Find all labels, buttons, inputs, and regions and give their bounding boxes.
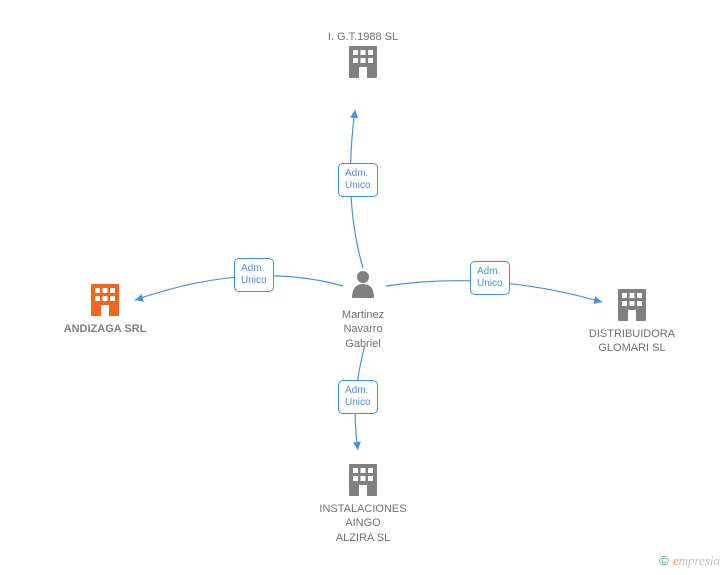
edge-label: Adm.Unico bbox=[338, 380, 378, 414]
edge-label-line: Unico bbox=[477, 278, 503, 290]
edge-label-line: Adm. bbox=[241, 263, 267, 275]
node-label: MartinezNavarroGabriel bbox=[298, 308, 428, 351]
node-label-line: Gabriel bbox=[298, 337, 428, 351]
building-icon bbox=[618, 289, 646, 321]
node[interactable]: ANDIZAGA SRL bbox=[40, 318, 170, 336]
node-label-line: I. G.T.1988 SL bbox=[298, 30, 428, 44]
edge-label-line: Adm. bbox=[345, 385, 371, 397]
node-label-line: GLOMARI SL bbox=[567, 341, 697, 355]
edge-label-line: Adm. bbox=[345, 168, 371, 180]
node-label: INSTALACIONESAINGOALZIRA SL bbox=[298, 502, 428, 545]
edge-label-line: Unico bbox=[345, 397, 371, 409]
edge-arrow bbox=[134, 294, 144, 304]
node-label-line: ANDIZAGA SRL bbox=[40, 322, 170, 336]
edge-arrow bbox=[593, 296, 603, 306]
edge-label: Adm.Unico bbox=[234, 258, 274, 292]
building-icon bbox=[91, 284, 119, 316]
person-icon bbox=[352, 271, 374, 298]
edge-label: Adm.Unico bbox=[338, 163, 378, 197]
node-label-line: AINGO bbox=[298, 516, 428, 530]
node[interactable]: I. G.T.1988 SL bbox=[298, 26, 428, 44]
copyright-symbol: © bbox=[659, 553, 669, 568]
building-icon bbox=[349, 464, 377, 496]
edge-label-line: Adm. bbox=[477, 266, 503, 278]
node[interactable]: INSTALACIONESAINGOALZIRA SL bbox=[298, 498, 428, 545]
node-label-line: Martinez bbox=[298, 308, 428, 322]
edge-label: Adm.Unico bbox=[470, 261, 510, 295]
node-label: I. G.T.1988 SL bbox=[298, 30, 428, 44]
node-label: DISTRIBUIDORAGLOMARI SL bbox=[567, 327, 697, 356]
edge-label-line: Unico bbox=[241, 275, 267, 287]
watermark: ©empresia bbox=[659, 553, 720, 569]
brand-rest: mpresia bbox=[679, 553, 720, 568]
node[interactable]: DISTRIBUIDORAGLOMARI SL bbox=[567, 323, 697, 356]
edges-layer bbox=[0, 0, 728, 575]
node-label-line: DISTRIBUIDORA bbox=[567, 327, 697, 341]
edge-arrow bbox=[353, 442, 362, 451]
node-label-line: INSTALACIONES bbox=[298, 502, 428, 516]
building-icon bbox=[349, 46, 377, 78]
node-label: ANDIZAGA SRL bbox=[40, 322, 170, 336]
node-label-line: Navarro bbox=[298, 322, 428, 336]
node-label-line: ALZIRA SL bbox=[298, 531, 428, 545]
node[interactable]: MartinezNavarroGabriel bbox=[298, 304, 428, 351]
edge-arrow bbox=[350, 110, 359, 119]
edge-label-line: Unico bbox=[345, 180, 371, 192]
